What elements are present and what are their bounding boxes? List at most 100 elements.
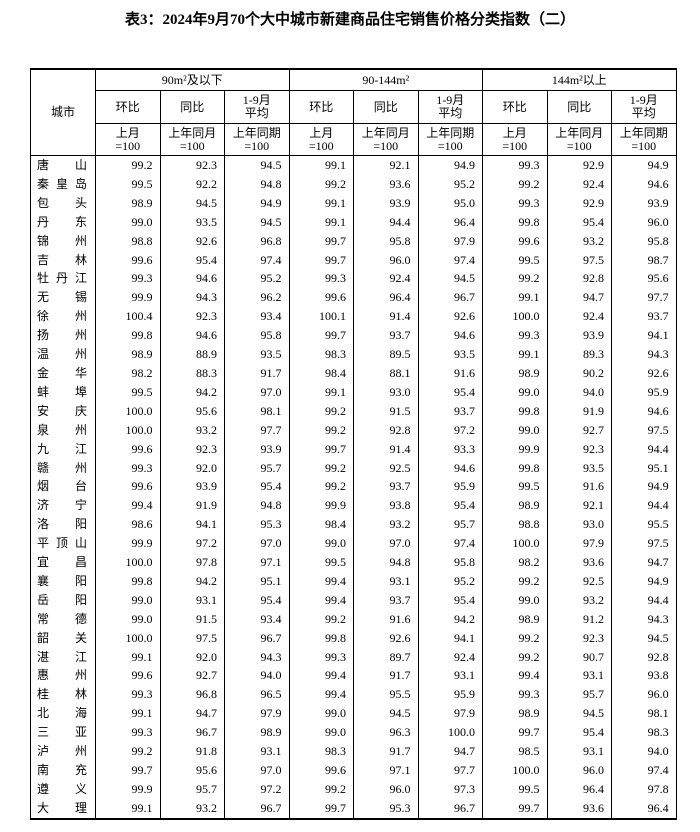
index-value: 92.3 xyxy=(546,628,613,648)
index-value: 94.3 xyxy=(611,345,677,364)
index-value: 99.9 xyxy=(482,439,548,459)
index-value: 96.7 xyxy=(224,628,290,648)
city-name: 包头 xyxy=(30,193,96,213)
table-row: 温州 98.9 88.9 93.5 98.3 89.5 93.5 99.1 89.3 94.3 xyxy=(30,345,677,364)
index-value: 100.0 xyxy=(417,723,484,743)
index-value: 99.8 xyxy=(482,401,548,421)
index-value: 93.4 xyxy=(224,609,290,629)
index-value: 92.0 xyxy=(159,458,225,478)
index-value: 91.8 xyxy=(159,742,225,761)
index-value: 93.0 xyxy=(546,515,613,535)
index-value: 93.1 xyxy=(417,666,484,686)
index-value: 100.0 xyxy=(95,420,161,440)
index-value: 92.3 xyxy=(159,155,225,175)
index-value: 93.9 xyxy=(353,193,419,213)
city-name: 丹东 xyxy=(30,212,96,232)
index-value: 99.6 xyxy=(288,288,355,308)
index-value: 93.7 xyxy=(417,401,484,421)
city-name: 泉州 xyxy=(30,420,96,440)
table-row: 大理 99.1 93.2 96.7 99.7 95.3 96.7 99.7 93.6 96.4 xyxy=(30,798,677,820)
index-value: 99.7 xyxy=(288,326,355,346)
index-value: 94.3 xyxy=(611,609,677,629)
table-row: 锦州 98.8 92.6 96.8 99.7 95.8 97.9 99.6 93.2 95.8 xyxy=(30,231,677,251)
city-name: 安庆 xyxy=(30,401,96,421)
index-value: 93.5 xyxy=(224,345,290,364)
index-value: 95.4 xyxy=(159,250,225,270)
index-value: 93.3 xyxy=(417,439,484,459)
table-row: 韶关 100.0 97.5 96.7 99.8 92.6 94.1 99.2 92.3 94.5 xyxy=(30,628,677,648)
index-value: 97.5 xyxy=(611,420,677,440)
index-value: 94.5 xyxy=(224,155,290,175)
index-value: 95.8 xyxy=(353,231,419,251)
index-value: 97.2 xyxy=(417,420,484,440)
index-value: 99.7 xyxy=(482,798,548,820)
index-value: 94.8 xyxy=(224,174,290,194)
base-header: 上年同月 =100 xyxy=(546,123,613,156)
index-value: 95.8 xyxy=(417,553,484,572)
index-value: 93.5 xyxy=(546,458,613,478)
index-value: 99.2 xyxy=(288,779,355,799)
index-value: 95.4 xyxy=(417,590,484,610)
index-value: 98.9 xyxy=(482,609,548,629)
city-name: 宜昌 xyxy=(30,553,96,572)
base-header: 上月 =100 xyxy=(288,123,355,156)
index-value: 94.2 xyxy=(159,382,225,402)
index-value: 99.7 xyxy=(95,761,161,780)
index-value: 95.4 xyxy=(546,723,613,743)
index-value: 94.5 xyxy=(546,704,613,724)
index-value: 93.8 xyxy=(611,666,677,686)
index-value: 97.9 xyxy=(224,704,290,724)
city-name: 温州 xyxy=(30,345,96,364)
table-row: 吉林 99.6 95.4 97.4 99.7 96.0 97.4 99.5 97.5 98.7 xyxy=(30,250,677,270)
index-value: 99.8 xyxy=(482,458,548,478)
index-value: 94.7 xyxy=(417,742,484,761)
index-value: 99.2 xyxy=(95,742,161,761)
index-value: 93.1 xyxy=(224,742,290,761)
index-value: 97.2 xyxy=(224,779,290,799)
index-value: 98.1 xyxy=(224,401,290,421)
index-value: 89.3 xyxy=(546,345,613,364)
city-name: 泸州 xyxy=(30,742,96,761)
index-value: 95.6 xyxy=(159,401,225,421)
index-value: 93.9 xyxy=(224,439,290,459)
index-value: 93.7 xyxy=(353,326,419,346)
index-value: 91.6 xyxy=(417,363,484,383)
index-value: 98.3 xyxy=(288,345,355,364)
index-value: 98.9 xyxy=(224,723,290,743)
city-name: 三亚 xyxy=(30,723,96,743)
index-value: 99.0 xyxy=(95,212,161,232)
city-name: 锦州 xyxy=(30,231,96,251)
index-value: 92.1 xyxy=(546,496,613,516)
table-row: 桂林 99.3 96.8 96.5 99.4 95.5 95.9 99.3 95.7 96.0 xyxy=(30,685,677,705)
index-value: 96.0 xyxy=(353,779,419,799)
index-value: 91.9 xyxy=(546,401,613,421)
index-value: 99.1 xyxy=(288,382,355,402)
index-value: 99.3 xyxy=(288,647,355,667)
index-value: 97.1 xyxy=(224,553,290,572)
index-value: 97.2 xyxy=(159,534,225,554)
index-value: 91.7 xyxy=(353,666,419,686)
index-value: 93.1 xyxy=(546,666,613,686)
index-value: 93.9 xyxy=(611,193,677,213)
index-value: 99.4 xyxy=(95,496,161,516)
index-value: 98.9 xyxy=(482,363,548,383)
index-value: 98.3 xyxy=(611,723,677,743)
index-value: 99.6 xyxy=(95,477,161,497)
index-value: 92.7 xyxy=(546,420,613,440)
index-value: 99.5 xyxy=(95,174,161,194)
index-value: 93.9 xyxy=(159,477,225,497)
city-name: 吉林 xyxy=(30,250,96,270)
index-value: 92.8 xyxy=(546,269,613,289)
index-value: 99.3 xyxy=(482,193,548,213)
index-value: 99.2 xyxy=(482,571,548,591)
index-value: 99.2 xyxy=(288,609,355,629)
index-value: 93.2 xyxy=(546,590,613,610)
index-value: 95.6 xyxy=(611,269,677,289)
index-value: 94.6 xyxy=(159,326,225,346)
city-name: 平顶山 xyxy=(30,534,96,554)
index-value: 92.9 xyxy=(546,155,613,175)
index-value: 99.3 xyxy=(95,723,161,743)
index-value: 95.2 xyxy=(417,571,484,591)
index-value: 97.5 xyxy=(159,628,225,648)
index-value: 92.2 xyxy=(159,174,225,194)
